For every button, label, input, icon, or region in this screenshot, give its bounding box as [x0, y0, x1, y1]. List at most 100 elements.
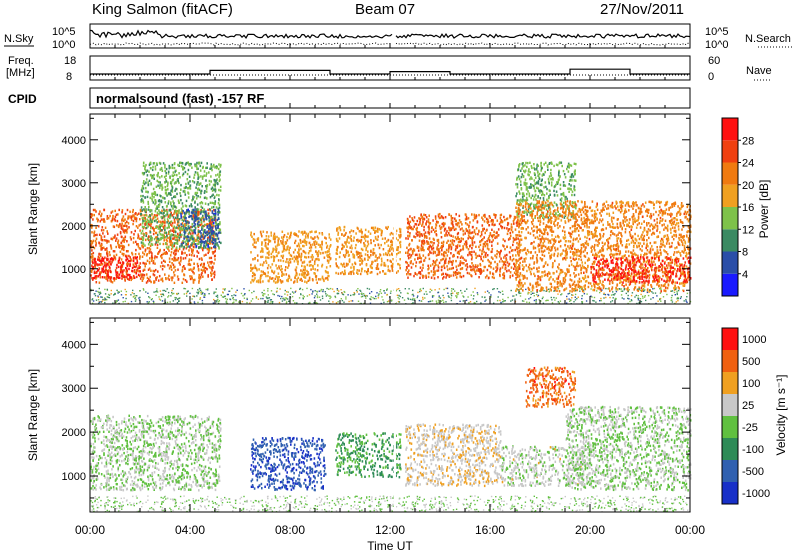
echo-cell: [189, 236, 191, 239]
echo-cell: [465, 215, 468, 219]
echo-cell: [201, 228, 203, 231]
echo-cell: [444, 259, 447, 262]
echo-cell: [563, 201, 565, 205]
echo-cell: [194, 164, 196, 168]
echo-cell: [321, 233, 324, 236]
echo-cell: [107, 274, 109, 277]
echo-cell: [99, 210, 101, 213]
echo-cell: [359, 256, 361, 259]
echo-cell: [162, 236, 165, 239]
echo-cell: [173, 162, 176, 166]
echo-cell: [201, 177, 204, 180]
echo-cell: [296, 280, 299, 283]
echo-cell: [510, 249, 513, 252]
echo-cell: [561, 270, 564, 273]
echo-cell: [328, 253, 331, 256]
echo-cell: [184, 213, 186, 216]
echo-cell: [204, 266, 207, 270]
echo-cell: [523, 183, 526, 186]
echo-cell: [211, 226, 214, 229]
echo-cell: [188, 221, 190, 224]
echo-cell: [213, 276, 216, 279]
echo-cell: [444, 272, 447, 276]
echo-cell: [423, 236, 426, 239]
echo-cell: [580, 213, 583, 217]
echo-cell: [181, 252, 183, 255]
echo-cell: [429, 244, 431, 247]
echo-cell: [106, 230, 108, 233]
echo-cell: [207, 237, 209, 240]
echo-cell: [192, 267, 195, 271]
echo-cell: [681, 228, 683, 231]
echo-cell: [100, 229, 103, 232]
echo-cell: [187, 168, 190, 172]
echo-cell: [424, 214, 427, 217]
echo-cell: [214, 225, 217, 228]
echo-cell: [420, 257, 423, 260]
echo-cell: [514, 217, 516, 220]
echo-cell: [151, 236, 153, 240]
echo-cell: [168, 225, 170, 228]
echo-cell: [643, 254, 645, 257]
echo-cell: [269, 266, 272, 269]
echo-cell: [142, 164, 145, 167]
echo-cell: [139, 262, 142, 265]
nsky-label: N.Sky: [4, 33, 34, 45]
echo-cell: [375, 230, 378, 233]
echo-cell: [458, 214, 461, 218]
echo-cell: [450, 247, 453, 251]
echo-cell: [161, 196, 164, 199]
echo-cell: [157, 279, 160, 282]
echo-cell: [337, 266, 340, 269]
echo-cell: [253, 241, 256, 244]
echo-cell: [162, 162, 165, 165]
echo-cell: [92, 261, 94, 264]
echo-cell: [405, 268, 407, 272]
echo-cell: [515, 277, 517, 280]
echo-cell: [539, 183, 542, 187]
echo-cell: [384, 272, 387, 275]
echo-cell: [187, 161, 189, 164]
echo-cell: [212, 242, 215, 245]
echo-cell: [512, 257, 515, 261]
echo-cell: [659, 269, 661, 272]
echo-cell: [195, 194, 198, 197]
echo-cell: [307, 236, 309, 239]
echo-cell: [558, 172, 560, 175]
echo-cell: [193, 239, 195, 242]
echo-cell: [521, 162, 524, 166]
echo-cell: [179, 227, 181, 230]
echo-cell: [504, 254, 506, 257]
echo-cell: [408, 225, 410, 229]
echo-cell: [176, 275, 179, 278]
echo-cell: [213, 231, 216, 234]
echo-cell: [391, 269, 394, 272]
echo-cell: [192, 198, 194, 201]
echo-cell: [507, 264, 510, 268]
echo-cell: [96, 271, 98, 274]
echo-cell: [443, 264, 445, 267]
echo-cell: [210, 230, 213, 233]
echo-cell: [520, 175, 523, 179]
echo-cell: [455, 245, 457, 248]
echo-cell: [121, 248, 123, 251]
echo-cell: [113, 279, 116, 282]
echo-cell: [181, 222, 184, 225]
echo-cell: [492, 273, 495, 276]
echo-cell: [307, 255, 310, 259]
echo-cell: [500, 213, 503, 216]
echo-cell: [139, 218, 141, 221]
echo-cell: [534, 216, 536, 219]
echo-cell: [300, 277, 302, 281]
echo-cell: [127, 259, 130, 263]
echo-cell: [289, 246, 291, 249]
echo-cell: [522, 165, 525, 168]
echo-cell: [198, 240, 201, 244]
echo-cell: [506, 245, 508, 248]
echo-cell: [569, 163, 571, 167]
echo-cell: [370, 226, 373, 230]
echo-cell: [278, 267, 281, 270]
echo-cell: [193, 240, 195, 244]
echo-cell: [173, 230, 175, 233]
echo-cell: [122, 247, 124, 251]
